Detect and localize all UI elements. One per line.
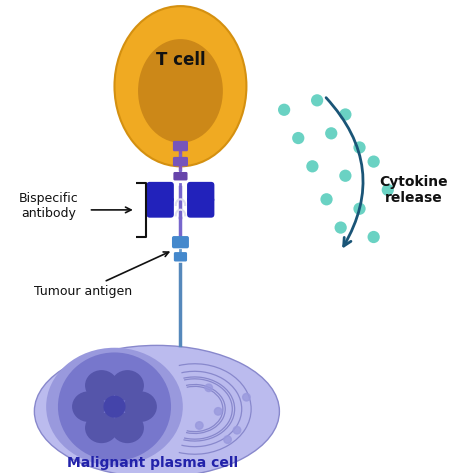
Text: Cytokine
release: Cytokine release (379, 175, 448, 205)
Circle shape (243, 393, 250, 401)
Circle shape (367, 155, 380, 168)
FancyBboxPatch shape (173, 157, 188, 166)
FancyBboxPatch shape (146, 182, 174, 202)
FancyBboxPatch shape (173, 172, 188, 181)
Ellipse shape (58, 353, 171, 461)
Text: T cell: T cell (155, 51, 205, 69)
Ellipse shape (111, 370, 144, 401)
FancyBboxPatch shape (146, 197, 174, 218)
FancyBboxPatch shape (187, 182, 214, 202)
Circle shape (382, 184, 394, 196)
Circle shape (335, 221, 347, 234)
Text: Tumour antigen: Tumour antigen (35, 252, 169, 298)
FancyBboxPatch shape (187, 197, 214, 218)
Ellipse shape (85, 412, 118, 443)
Circle shape (367, 231, 380, 243)
Circle shape (214, 408, 222, 415)
Ellipse shape (72, 392, 105, 422)
Circle shape (196, 422, 203, 429)
Text: Bispecific
antibody: Bispecific antibody (18, 192, 78, 220)
Circle shape (233, 427, 241, 434)
FancyArrowPatch shape (326, 98, 363, 246)
Circle shape (339, 109, 352, 120)
Ellipse shape (111, 412, 144, 443)
Circle shape (325, 127, 337, 139)
FancyBboxPatch shape (173, 141, 188, 151)
Ellipse shape (138, 39, 223, 143)
Ellipse shape (35, 346, 279, 474)
Ellipse shape (124, 392, 157, 422)
Ellipse shape (85, 370, 118, 401)
Circle shape (224, 436, 231, 443)
Circle shape (311, 94, 323, 107)
Circle shape (205, 384, 212, 392)
Circle shape (278, 104, 290, 116)
Circle shape (320, 193, 333, 205)
Circle shape (339, 170, 352, 182)
Circle shape (104, 396, 125, 417)
Circle shape (354, 141, 365, 154)
FancyBboxPatch shape (174, 252, 187, 262)
Text: Malignant plasma cell: Malignant plasma cell (67, 456, 238, 470)
Ellipse shape (46, 348, 183, 465)
Circle shape (306, 160, 319, 173)
Ellipse shape (115, 6, 246, 166)
FancyBboxPatch shape (172, 236, 189, 248)
Circle shape (292, 132, 304, 144)
Circle shape (354, 202, 365, 215)
